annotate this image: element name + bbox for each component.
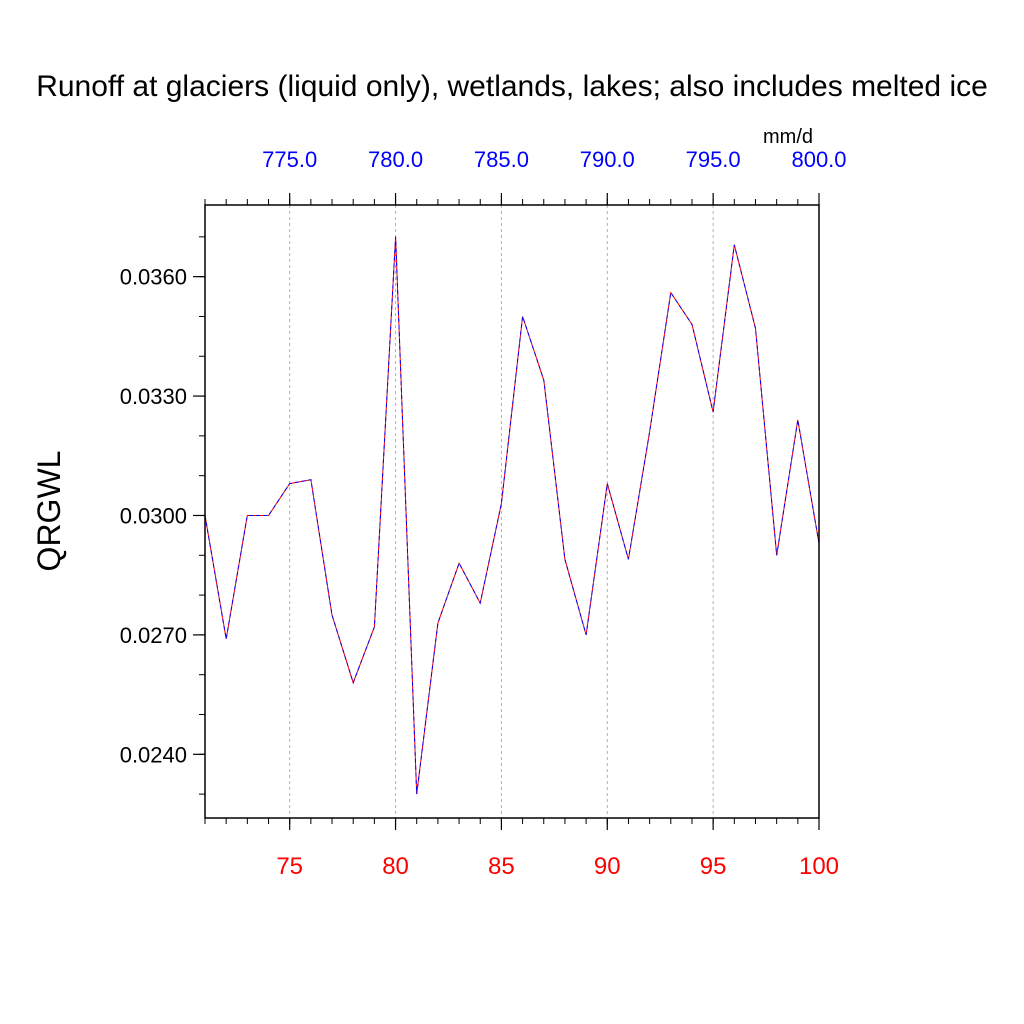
y-tick-label: 0.0240 [120,742,187,767]
x-tick-label: 90 [594,853,621,880]
y-axis-label: QRGWL [31,451,67,572]
grid-lines [289,205,714,818]
top-tick-labels: 775.0 780.0 785.0 790.0 795.0 800.0 [262,147,846,172]
top-tick-label: 785.0 [474,147,529,172]
x-tick-label: 75 [276,853,303,880]
top-tick-label: 790.0 [580,147,635,172]
series-lines [204,236,820,795]
y-tick-label: 0.0300 [120,503,187,528]
x-tick-labels: 75 80 85 90 95 100 [276,853,839,880]
y-tick-label: 0.0270 [120,623,187,648]
top-tick-label: 775.0 [262,147,317,172]
minor-ticks [199,199,820,824]
x-tick-label: 100 [799,853,839,880]
top-tick-label: 795.0 [686,147,741,172]
y-tick-label: 0.0360 [120,265,187,290]
x-tick-label: 95 [700,853,727,880]
x-tick-label: 85 [488,853,515,880]
y-tick-labels: 0.0240 0.0270 0.0300 0.0330 0.0360 [120,265,187,768]
chart-title: Runoff at glaciers (liquid only), wetlan… [36,70,988,103]
x-tick-label: 80 [382,853,409,880]
major-ticks [193,193,820,830]
y-tick-label: 0.0330 [120,384,187,409]
plot-frame [204,204,820,819]
top-axis-units: mm/d [763,126,813,148]
top-tick-label: 780.0 [368,147,423,172]
series-line [204,236,820,795]
top-tick-label: 800.0 [791,147,846,172]
series-line-overlay [204,236,820,795]
